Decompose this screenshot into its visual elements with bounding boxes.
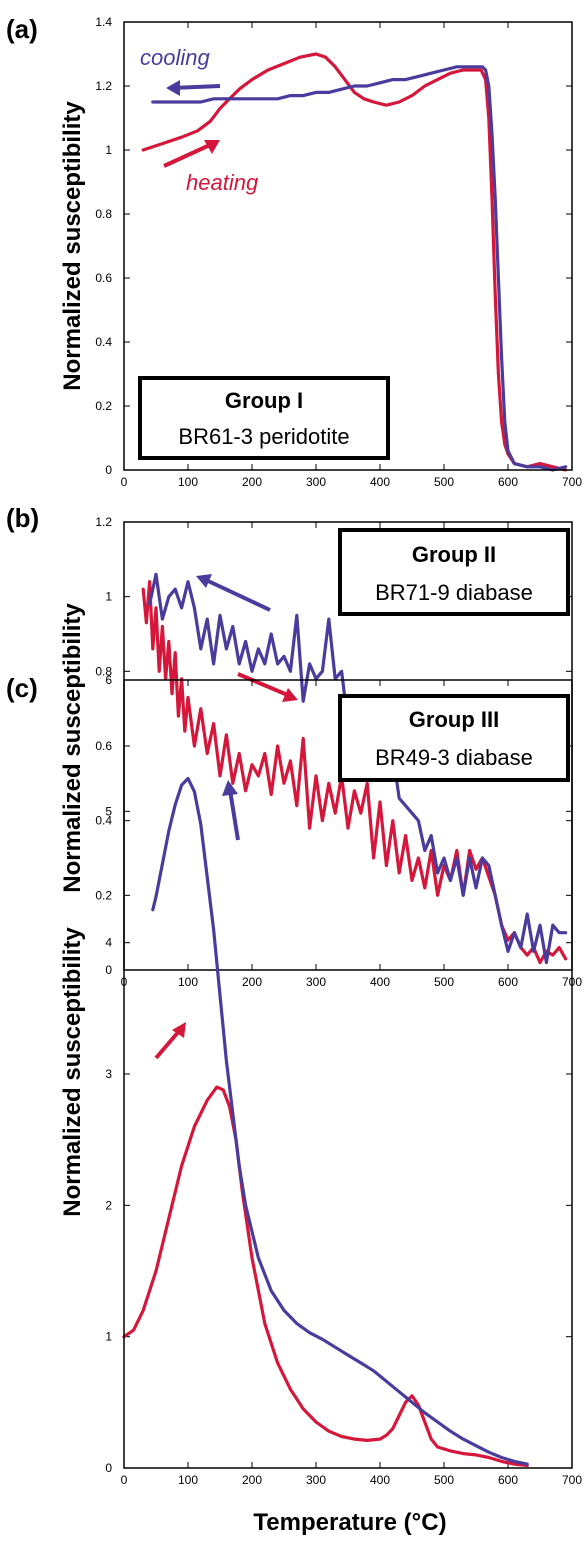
y-tick-label-b-4: 0.8	[95, 664, 112, 678]
y-tick-label-b-0: 0	[105, 963, 112, 977]
y-tick-label-a-7: 1.4	[95, 15, 112, 29]
cooling-curve-c	[151, 776, 529, 1466]
y-tick-label-a-0: 0	[105, 463, 112, 477]
plot-frame-c	[123, 679, 573, 1469]
panel-letter-c: (c)	[6, 673, 38, 703]
group-box-frame-a	[138, 376, 390, 460]
x-tick-label-b-4: 400	[370, 975, 390, 989]
y-tick-label-c-6: 6	[105, 673, 112, 687]
y-tick-label-a-3: 0.6	[95, 271, 112, 285]
x-tick-label-c-1: 100	[178, 1473, 198, 1487]
panel-letter-a: (a)	[6, 14, 38, 44]
x-tick-label-a-4: 400	[370, 475, 390, 489]
group-box-title-a: Group I	[225, 388, 303, 413]
group-box-b: Group II BR71-9 diabase	[338, 528, 570, 616]
y-axis-label-b: Normalized susceptibility	[59, 603, 86, 893]
x-tick-label-b-3: 300	[306, 975, 326, 989]
x-tick-label-b-2: 200	[242, 975, 262, 989]
group-box-frame-c	[338, 694, 570, 782]
x-tick-label-b-6: 600	[498, 975, 518, 989]
y-tick-label-b-2: 0.4	[95, 814, 112, 828]
ticks-a: 0 100 200 300 400 500 600 700 0 0.2 0.4 0.6 0.8 1 1.2 1…	[95, 15, 582, 489]
heating-arrow-icon	[154, 1022, 186, 1060]
x-tick-label-c-4: 400	[370, 1473, 390, 1487]
series-a	[141, 52, 568, 472]
y-tick-label-c-3: 3	[105, 1067, 112, 1081]
y-tick-label-b-6: 1.2	[95, 515, 112, 529]
cooling-arrow-icon	[166, 80, 221, 96]
heating-curve-c	[122, 1085, 529, 1468]
heating-annotation: heating	[186, 170, 259, 195]
heating-arrow-icon	[237, 672, 298, 702]
group-box-title-b: Group II	[412, 542, 496, 567]
x-tick-label-a-0: 0	[121, 475, 128, 489]
y-tick-label-a-1: 0.2	[95, 399, 112, 413]
x-tick-label-c-0: 0	[121, 1473, 128, 1487]
y-tick-label-b-3: 0.6	[95, 739, 112, 753]
cooling-annotation: cooling	[140, 45, 210, 70]
group-box-title-c: Group III	[409, 707, 499, 732]
y-tick-label-a-6: 1.2	[95, 79, 112, 93]
x-tick-label-b-1: 100	[178, 975, 198, 989]
y-tick-label-c-1: 1	[105, 1330, 112, 1344]
y-axis-label-c: Normalized susceptibility	[59, 927, 86, 1217]
y-tick-label-a-4: 0.8	[95, 207, 112, 221]
x-tick-label-c-2: 200	[242, 1473, 262, 1487]
panel-c: (c) Normalized susceptibility 0 100 200 300…	[6, 673, 582, 1487]
group-box-a: Group I BR61-3 peridotite	[138, 376, 390, 460]
group-box-subtitle-b: BR71-9 diabase	[375, 580, 533, 605]
y-tick-label-c-2: 2	[105, 1198, 112, 1212]
y-tick-label-c-0: 0	[105, 1461, 112, 1475]
y-tick-label-b-5: 1	[105, 590, 112, 604]
group-box-c: Group III BR49-3 diabase	[338, 694, 570, 782]
x-tick-label-b-5: 500	[434, 975, 454, 989]
x-tick-label-a-2: 200	[242, 475, 262, 489]
cooling-arrow-icon	[196, 574, 271, 612]
x-tick-label-c-3: 300	[306, 1473, 326, 1487]
cooling-arrow-icon	[222, 780, 240, 841]
ticks-c: 0 100 200 300 400 500 600 700 0 1 2 3 4 5 6	[105, 673, 582, 1487]
plot-frame-a	[123, 21, 573, 471]
panel-b: (b) Normalized susceptibility 0 100 200 300…	[6, 503, 582, 989]
x-tick-label-a-3: 300	[306, 475, 326, 489]
group-box-subtitle-c: BR49-3 diabase	[375, 745, 533, 770]
x-tick-label-c-6: 600	[498, 1473, 518, 1487]
x-tick-label-c-5: 500	[434, 1473, 454, 1487]
group-box-subtitle-a: BR61-3 peridotite	[178, 424, 349, 449]
x-tick-label-a-1: 100	[178, 475, 198, 489]
cooling-curve-a	[151, 65, 568, 472]
y-tick-label-b-1: 0.2	[95, 888, 112, 902]
x-tick-label-c-7: 700	[562, 1473, 582, 1487]
x-axis-label: Temperature (°C)	[253, 1509, 446, 1536]
series-c	[122, 776, 529, 1468]
x-tick-label-a-6: 600	[498, 475, 518, 489]
y-tick-label-c-4: 4	[105, 936, 112, 950]
y-axis-label-a: Normalized susceptibility	[59, 101, 86, 391]
y-tick-label-a-2: 0.4	[95, 335, 112, 349]
x-tick-label-a-5: 500	[434, 475, 454, 489]
x-tick-label-a-7: 700	[562, 475, 582, 489]
y-tick-label-a-5: 1	[105, 143, 112, 157]
y-tick-label-c-5: 5	[105, 804, 112, 818]
heating-arrow-icon	[163, 140, 220, 168]
panel-letter-b: (b)	[6, 503, 39, 533]
heating-curve-b	[141, 580, 568, 965]
panel-a: (a) Normalized susceptibility 0 100 200 300…	[6, 14, 582, 489]
heating-curve-a	[141, 52, 568, 472]
group-box-frame-b	[338, 528, 570, 616]
